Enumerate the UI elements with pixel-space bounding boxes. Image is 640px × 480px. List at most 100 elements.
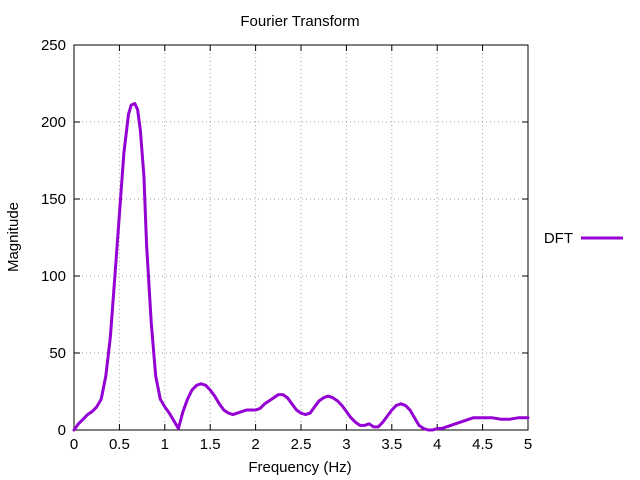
data-point	[318, 399, 321, 402]
x-tick-label: 0	[70, 436, 78, 453]
y-tick-label: 150	[41, 191, 66, 208]
data-point	[459, 421, 461, 424]
x-axis-label: Frequency (Hz)	[248, 459, 351, 476]
data-point	[130, 104, 132, 106]
data-point	[345, 410, 348, 413]
data-point	[159, 398, 162, 401]
data-point	[186, 398, 189, 401]
data-point	[409, 409, 411, 411]
data-point	[313, 406, 316, 408]
data-point	[236, 412, 239, 414]
data-point	[386, 415, 389, 417]
data-point	[400, 403, 402, 405]
x-tick-label: 3	[342, 436, 350, 453]
data-point	[150, 321, 152, 324]
data-point	[322, 396, 325, 399]
data-point	[368, 423, 370, 425]
data-point	[309, 412, 311, 414]
data-point	[363, 424, 366, 427]
data-point	[500, 418, 502, 421]
data-point	[304, 413, 307, 416]
data-point	[254, 409, 257, 411]
data-point	[127, 113, 130, 116]
data-point	[191, 389, 193, 391]
data-point	[95, 406, 98, 408]
data-point	[123, 152, 125, 154]
data-point	[300, 412, 302, 414]
data-point	[359, 424, 361, 427]
data-point	[273, 396, 275, 399]
chart-title: Fourier Transform	[240, 13, 359, 30]
x-tick-label: 1	[161, 436, 169, 453]
data-point	[105, 375, 107, 377]
data-point	[277, 393, 280, 396]
data-point	[450, 424, 452, 427]
y-tick-label: 250	[41, 37, 66, 54]
data-point	[422, 427, 425, 430]
x-tick-label: 5	[524, 436, 532, 453]
data-point	[73, 429, 75, 431]
plot-frame	[73, 44, 529, 431]
data-point	[372, 426, 375, 428]
data-point	[341, 404, 343, 407]
y-tick-label: 200	[41, 114, 66, 131]
data-point	[295, 409, 298, 411]
x-tick-label: 0.5	[109, 436, 130, 453]
series-layer	[72, 102, 530, 432]
y-tick-label: 0	[58, 422, 66, 439]
data-point	[223, 409, 225, 411]
data-point	[182, 410, 184, 413]
y-tick-label: 100	[41, 268, 66, 285]
data-point	[395, 404, 398, 407]
data-point	[241, 410, 243, 413]
data-point	[139, 128, 142, 131]
x-tick-label: 4	[433, 436, 441, 453]
data-point	[200, 383, 202, 385]
data-point	[114, 275, 116, 277]
data-point	[177, 427, 180, 430]
data-point	[263, 403, 266, 405]
data-point	[481, 416, 484, 419]
x-tick-label: 3.5	[381, 436, 402, 453]
data-point	[445, 426, 448, 428]
data-point	[136, 108, 139, 111]
data-point	[454, 423, 457, 425]
data-point	[436, 427, 439, 430]
y-tick-label: 50	[49, 345, 66, 362]
data-point	[509, 418, 511, 421]
data-point	[490, 416, 493, 419]
data-point	[259, 407, 261, 410]
data-point	[232, 413, 234, 416]
grid	[74, 45, 528, 430]
data-point	[354, 421, 357, 424]
data-point	[350, 416, 352, 419]
data-point	[291, 403, 293, 405]
data-point	[404, 404, 407, 407]
data-point	[168, 412, 171, 414]
data-point	[164, 406, 166, 408]
data-point	[77, 423, 80, 425]
legend: DFT	[544, 230, 623, 247]
data-point	[527, 416, 529, 419]
data-point	[143, 175, 145, 177]
data-point	[100, 398, 102, 401]
x-tick-label: 1.5	[200, 436, 221, 453]
data-point	[86, 413, 89, 416]
data-point	[332, 396, 334, 399]
x-tick-label: 2.5	[291, 436, 312, 453]
y-axis-label: Magnitude	[5, 202, 22, 272]
data-point	[381, 421, 384, 424]
data-point	[109, 336, 112, 339]
data-point	[154, 375, 157, 377]
x-tick-label: 4.5	[472, 436, 493, 453]
data-point	[218, 403, 221, 405]
data-point	[134, 102, 136, 105]
data-point	[391, 409, 393, 411]
data-point	[418, 424, 420, 427]
data-point	[118, 213, 121, 216]
data-point	[468, 418, 470, 421]
data-point	[245, 409, 248, 411]
data-point	[173, 420, 175, 422]
